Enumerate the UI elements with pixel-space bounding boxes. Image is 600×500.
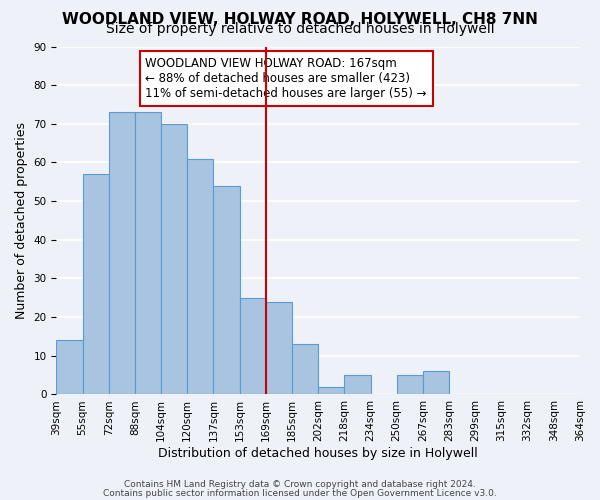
Bar xyxy=(161,124,187,394)
Bar xyxy=(239,298,266,394)
Bar xyxy=(56,340,83,394)
Bar xyxy=(318,386,344,394)
Bar xyxy=(214,186,239,394)
Bar xyxy=(397,375,423,394)
Text: Size of property relative to detached houses in Holywell: Size of property relative to detached ho… xyxy=(106,22,494,36)
Bar xyxy=(83,174,109,394)
Bar xyxy=(266,302,292,394)
X-axis label: Distribution of detached houses by size in Holywell: Distribution of detached houses by size … xyxy=(158,447,478,460)
Y-axis label: Number of detached properties: Number of detached properties xyxy=(15,122,28,319)
Bar xyxy=(135,112,161,395)
Bar xyxy=(292,344,318,395)
Bar xyxy=(109,112,135,395)
Bar xyxy=(344,375,371,394)
Text: Contains HM Land Registry data © Crown copyright and database right 2024.: Contains HM Land Registry data © Crown c… xyxy=(124,480,476,489)
Text: Contains public sector information licensed under the Open Government Licence v3: Contains public sector information licen… xyxy=(103,488,497,498)
Text: WOODLAND VIEW, HOLWAY ROAD, HOLYWELL, CH8 7NN: WOODLAND VIEW, HOLWAY ROAD, HOLYWELL, CH… xyxy=(62,12,538,28)
Bar xyxy=(423,372,449,394)
Text: WOODLAND VIEW HOLWAY ROAD: 167sqm
← 88% of detached houses are smaller (423)
11%: WOODLAND VIEW HOLWAY ROAD: 167sqm ← 88% … xyxy=(145,57,427,100)
Bar xyxy=(187,158,214,394)
